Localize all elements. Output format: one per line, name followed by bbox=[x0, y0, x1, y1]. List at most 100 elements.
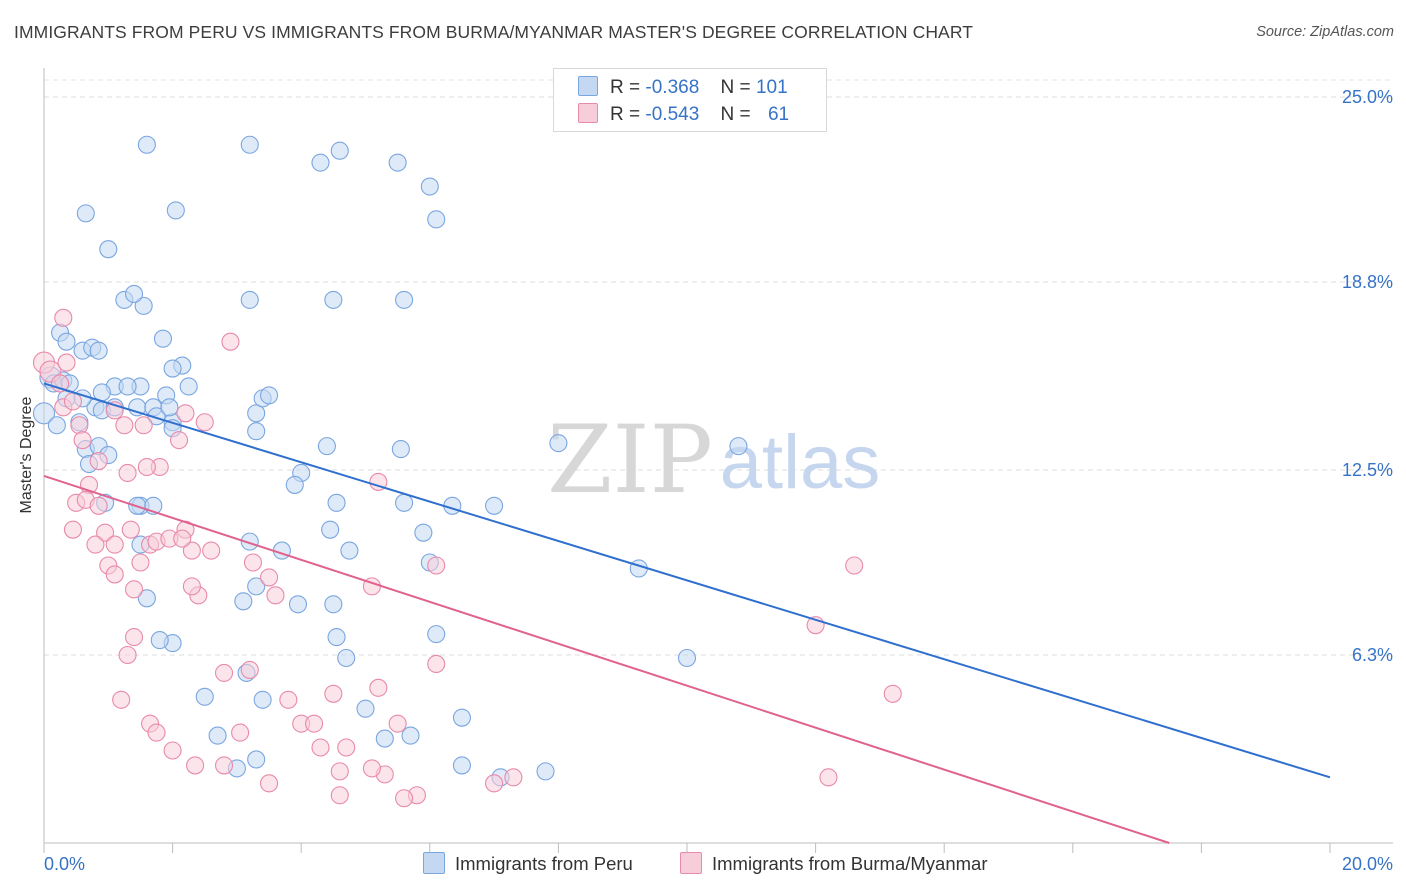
bottom-legend-label-peru: Immigrants from Peru bbox=[455, 853, 633, 874]
peru-point bbox=[240, 290, 259, 309]
peru-point bbox=[414, 523, 433, 542]
peru-point bbox=[327, 493, 346, 512]
legend-swatch-peru bbox=[578, 76, 598, 96]
peru-point bbox=[137, 135, 156, 154]
burma-point bbox=[169, 431, 189, 450]
peru-point bbox=[391, 440, 410, 459]
peru-point bbox=[247, 404, 266, 423]
burma-point bbox=[324, 684, 343, 703]
x-tick-min: 0.0% bbox=[44, 854, 85, 874]
peru-point bbox=[166, 201, 185, 220]
peru-point bbox=[124, 284, 144, 303]
burma-point bbox=[86, 535, 105, 554]
peru-point bbox=[388, 153, 407, 172]
burma-point bbox=[427, 654, 446, 674]
peru-point bbox=[134, 296, 153, 315]
burma-point bbox=[279, 690, 298, 709]
peru-point bbox=[536, 762, 555, 781]
peru-point bbox=[395, 493, 414, 512]
burma-point bbox=[147, 723, 166, 742]
peru-point bbox=[259, 386, 279, 405]
burma-point bbox=[96, 523, 115, 542]
legend-swatch-burma bbox=[578, 103, 598, 123]
burma-point bbox=[388, 714, 407, 733]
watermark-atlas: atlas bbox=[720, 420, 881, 505]
burma-point bbox=[485, 774, 504, 793]
burma-point bbox=[112, 690, 131, 709]
burma-point bbox=[266, 586, 285, 605]
legend-row-burma: R = -0.543 N = 61 bbox=[578, 103, 789, 125]
peru-point bbox=[356, 699, 375, 718]
burma-point bbox=[124, 580, 144, 599]
peru-point bbox=[321, 520, 340, 539]
burma-point bbox=[163, 741, 182, 760]
burma-point bbox=[337, 738, 356, 757]
burma-point bbox=[259, 774, 279, 793]
peru-point bbox=[179, 377, 198, 396]
peru-point bbox=[288, 595, 308, 614]
peru-point bbox=[330, 141, 349, 160]
burma-point bbox=[819, 768, 838, 787]
peru-point bbox=[427, 210, 446, 229]
peru-point bbox=[76, 204, 95, 223]
peru-point bbox=[247, 422, 266, 441]
peru-point bbox=[208, 726, 227, 745]
peru-point bbox=[337, 648, 356, 668]
source-label: Source: ZipAtlas.com bbox=[1256, 24, 1394, 40]
burma-point bbox=[173, 529, 192, 548]
peru-point bbox=[401, 726, 420, 745]
peru-point bbox=[89, 341, 108, 360]
watermark-zip: ZIP bbox=[547, 406, 713, 515]
y-tick-label: 6.3% bbox=[1352, 645, 1393, 665]
burma-point bbox=[330, 762, 349, 781]
peru-point bbox=[32, 402, 56, 425]
y-tick-label: 12.5% bbox=[1342, 460, 1393, 480]
burma-point bbox=[311, 738, 330, 757]
burma-point bbox=[186, 756, 205, 775]
peru-point bbox=[253, 690, 272, 709]
burma-point bbox=[369, 678, 388, 697]
peru-point bbox=[240, 135, 259, 154]
burma-point bbox=[395, 789, 414, 808]
burma-point bbox=[121, 520, 140, 539]
burma-point bbox=[883, 684, 902, 703]
peru-point bbox=[485, 496, 504, 515]
peru-point bbox=[160, 398, 179, 417]
burma-point bbox=[63, 392, 82, 411]
data-points bbox=[32, 135, 902, 808]
burma-point bbox=[105, 565, 124, 584]
burma-point bbox=[118, 645, 137, 665]
peru-point bbox=[395, 290, 414, 309]
burma-point bbox=[243, 553, 263, 572]
peru-trend-line bbox=[43, 382, 1331, 779]
legend-n-label: N = bbox=[720, 104, 751, 125]
peru-point bbox=[420, 177, 439, 196]
burma-trend-line bbox=[43, 475, 1170, 844]
bottom-legend-burma: Immigrants from Burma/Myanmar bbox=[680, 852, 988, 875]
peru-point bbox=[163, 359, 182, 378]
legend: R = -0.368 N = 101 R = -0.543 N = 61 bbox=[553, 68, 827, 132]
legend-n-value-peru: 101 bbox=[755, 77, 788, 98]
burma-point bbox=[57, 353, 76, 372]
burma-point bbox=[214, 663, 234, 682]
peru-point bbox=[150, 631, 169, 650]
burma-point bbox=[115, 416, 134, 435]
peru-point bbox=[247, 750, 266, 769]
burma-point bbox=[330, 786, 349, 805]
peru-point bbox=[375, 729, 394, 748]
burma-point bbox=[73, 431, 92, 450]
peru-point bbox=[427, 625, 446, 644]
burma-point bbox=[240, 660, 259, 679]
peru-point bbox=[311, 153, 330, 172]
burma-point bbox=[89, 496, 108, 515]
peru-point bbox=[340, 541, 359, 560]
burma-point bbox=[70, 416, 89, 435]
peru-point bbox=[234, 592, 253, 611]
burma-point bbox=[362, 759, 381, 778]
burma-point bbox=[231, 723, 250, 742]
peru-point bbox=[452, 708, 472, 727]
legend-n-label: N = bbox=[720, 77, 751, 98]
burma-point bbox=[182, 541, 201, 560]
legend-r-label: R = bbox=[610, 104, 641, 125]
